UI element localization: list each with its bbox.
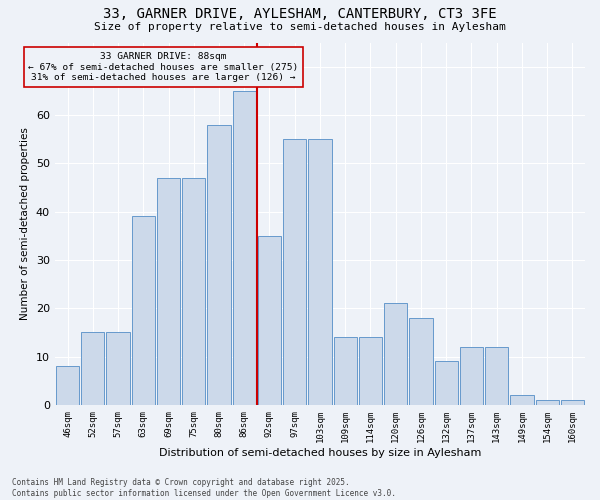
Bar — [510, 395, 533, 405]
Bar — [56, 366, 79, 405]
Y-axis label: Number of semi-detached properties: Number of semi-detached properties — [20, 127, 31, 320]
Bar — [409, 318, 433, 405]
Bar — [434, 362, 458, 405]
Bar — [561, 400, 584, 405]
Bar — [131, 216, 155, 405]
Bar — [106, 332, 130, 405]
Bar — [334, 337, 357, 405]
Bar — [536, 400, 559, 405]
Text: Contains HM Land Registry data © Crown copyright and database right 2025.
Contai: Contains HM Land Registry data © Crown c… — [12, 478, 396, 498]
Bar — [81, 332, 104, 405]
Bar — [308, 139, 332, 405]
Bar — [157, 178, 180, 405]
Text: 33, GARNER DRIVE, AYLESHAM, CANTERBURY, CT3 3FE: 33, GARNER DRIVE, AYLESHAM, CANTERBURY, … — [103, 8, 497, 22]
Text: Size of property relative to semi-detached houses in Aylesham: Size of property relative to semi-detach… — [94, 22, 506, 32]
Bar — [359, 337, 382, 405]
Bar — [384, 304, 407, 405]
Bar — [460, 347, 483, 405]
Bar — [182, 178, 205, 405]
Bar — [258, 236, 281, 405]
Bar — [283, 139, 307, 405]
Bar — [233, 91, 256, 405]
Text: 33 GARNER DRIVE: 88sqm
← 67% of semi-detached houses are smaller (275)
31% of se: 33 GARNER DRIVE: 88sqm ← 67% of semi-det… — [28, 52, 299, 82]
Bar — [485, 347, 508, 405]
X-axis label: Distribution of semi-detached houses by size in Aylesham: Distribution of semi-detached houses by … — [159, 448, 481, 458]
Bar — [208, 124, 230, 405]
